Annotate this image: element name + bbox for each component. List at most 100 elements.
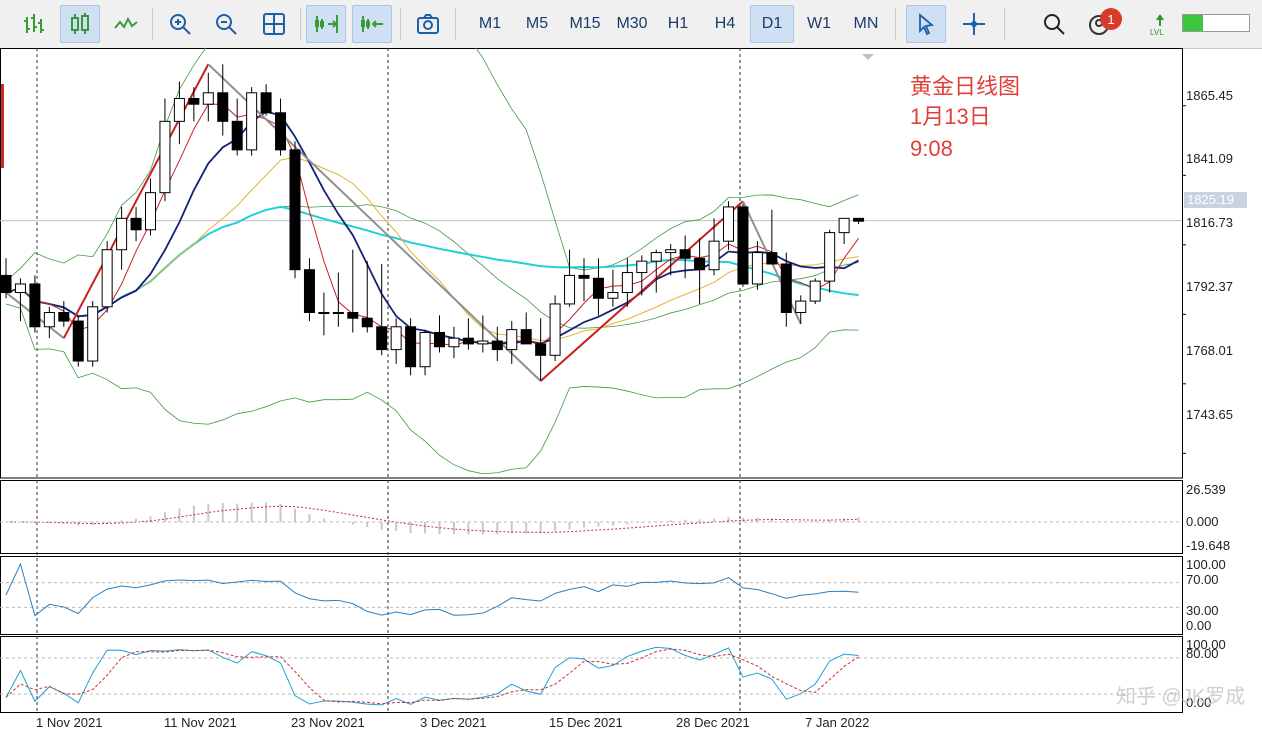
timeframe-h4[interactable]: H4 <box>714 15 736 32</box>
annotation-date: 1月13日 <box>910 104 991 129</box>
search-icon[interactable] <box>1034 5 1074 43</box>
candle-body <box>766 252 778 265</box>
candle-body <box>723 206 734 242</box>
timeframe-w1[interactable]: W1 <box>807 15 831 32</box>
candle-body <box>347 312 359 319</box>
chart-area[interactable] <box>0 48 1262 739</box>
level-meter-fill <box>1183 15 1203 31</box>
macd-pane-frame <box>0 480 1183 554</box>
timeframe-d1[interactable]: D1 <box>750 5 794 43</box>
price-label: 1768.01 <box>1186 343 1233 358</box>
line-chart-icon[interactable] <box>106 5 146 43</box>
candle-body <box>101 249 113 308</box>
candle-body <box>173 98 185 122</box>
bar-chart-icon[interactable] <box>14 5 54 43</box>
date-label: 3 Dec 2021 <box>420 715 487 730</box>
candle-body <box>419 331 431 368</box>
candle-body <box>434 331 445 348</box>
candle-body <box>448 337 460 348</box>
candle-body <box>130 217 142 231</box>
stoch-k-line <box>5 646 859 706</box>
rsi-axis-label: 70.00 <box>1186 572 1219 587</box>
zigzag-segment <box>62 63 210 339</box>
candle-body <box>376 326 388 351</box>
main-toolbar: M1 M5 M15 M30 H1 H4 D1 W1 MN 1 LVL <box>0 0 1262 49</box>
annotation-time: 9:08 <box>910 136 953 161</box>
screenshot-icon[interactable] <box>408 5 448 43</box>
timeframe-mn[interactable]: MN <box>853 15 879 32</box>
price-label: 1816.73 <box>1186 215 1233 230</box>
candle-body <box>87 306 99 362</box>
timeframe-m1[interactable]: M1 <box>478 15 502 32</box>
rsi-axis-label: 30.00 <box>1186 603 1219 618</box>
notification-badge[interactable]: 1 <box>1100 8 1122 30</box>
price-label: 1841.09 <box>1186 151 1233 166</box>
candle-body <box>332 312 344 315</box>
candle-body <box>795 300 807 314</box>
current-price-label: 1825.19 <box>1184 192 1247 208</box>
crosshair-icon[interactable] <box>954 5 994 43</box>
zoom-out-icon[interactable] <box>206 5 246 43</box>
tile-windows-icon[interactable] <box>254 5 294 43</box>
candle-body <box>462 337 474 345</box>
candle-body <box>607 292 619 299</box>
candle-body <box>43 312 55 328</box>
candle-body <box>289 149 301 271</box>
candle-body <box>58 312 70 322</box>
candle-body <box>679 249 691 259</box>
timeframe-m5[interactable]: M5 <box>525 15 549 32</box>
date-label: 7 Jan 2022 <box>805 715 870 730</box>
stoch-axis-label: 100.00 <box>1186 637 1226 652</box>
watermark: 知乎 @JK罗成 <box>1116 686 1246 708</box>
candle-body <box>491 340 503 351</box>
rsi-pane-frame <box>0 556 1183 635</box>
candle-body <box>246 92 258 151</box>
level-meter <box>1182 14 1250 32</box>
rsi-axis-label: 100.00 <box>1186 557 1226 572</box>
upper-band <box>5 48 859 282</box>
macd-axis-label: 0.000 <box>1186 514 1219 529</box>
candle-body <box>665 249 677 254</box>
candle-body <box>159 120 171 194</box>
candle-body <box>217 92 229 122</box>
date-label: 1 Nov 2021 <box>36 715 103 730</box>
timeframe-m15[interactable]: M15 <box>569 15 601 32</box>
candle-body <box>708 240 720 271</box>
zoom-in-icon[interactable] <box>160 5 200 43</box>
candle-body <box>578 274 590 279</box>
candle-body <box>303 269 315 314</box>
candle-body <box>824 232 836 282</box>
candle-body <box>275 112 287 151</box>
candle-body <box>694 257 706 271</box>
signal-level-icon[interactable]: LVL <box>1140 5 1180 43</box>
timeframe-h1[interactable]: H1 <box>667 15 689 32</box>
macd-axis-label: -19.648 <box>1186 538 1231 553</box>
candle-body <box>636 260 648 274</box>
price-label: 1792.37 <box>1186 279 1233 294</box>
auto-scroll-icon[interactable] <box>352 5 392 43</box>
candle-body <box>506 329 518 351</box>
candle-body <box>231 120 243 151</box>
chart-grid <box>0 48 1186 713</box>
date-label: 23 Nov 2021 <box>291 715 365 730</box>
candle-body <box>737 206 749 285</box>
timeframe-m30[interactable]: M30 <box>616 15 648 32</box>
price-label: 1865.45 <box>1186 88 1233 103</box>
chart-trade-tab[interactable] <box>0 84 4 168</box>
candle-body <box>202 92 214 105</box>
cursor-icon[interactable] <box>906 5 946 43</box>
candle-body <box>780 263 792 314</box>
chart-shift-icon[interactable] <box>306 5 346 43</box>
chart-shift-marker <box>862 54 874 60</box>
candlesticks <box>0 64 865 381</box>
candle-body <box>650 252 662 262</box>
zigzag-segment <box>207 63 542 382</box>
rsi-axis-label: 0.00 <box>1186 618 1212 633</box>
candle-body <box>549 303 561 356</box>
candlestick-chart-icon[interactable] <box>60 5 100 43</box>
candle-body <box>809 280 821 302</box>
candle-body <box>751 252 763 285</box>
indicator-panels <box>0 502 1182 706</box>
candle-body <box>405 326 417 368</box>
stoch-d-line <box>5 648 859 705</box>
